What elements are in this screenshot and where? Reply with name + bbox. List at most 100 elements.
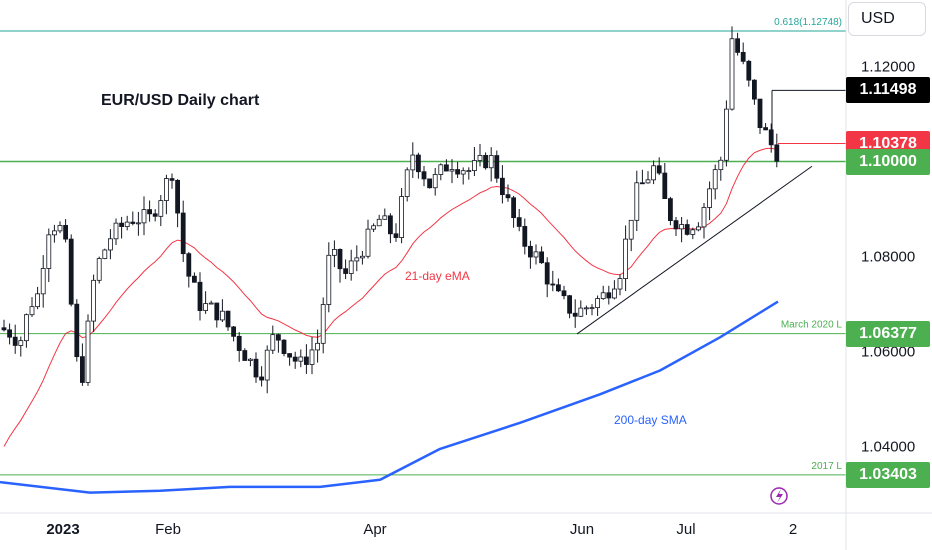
candle-body xyxy=(393,233,399,238)
candle-body xyxy=(80,356,85,383)
candle-body xyxy=(63,225,68,240)
candle-body xyxy=(214,302,220,321)
candle-body xyxy=(68,238,74,305)
candle-body xyxy=(35,293,40,308)
x-tick-label: 2 xyxy=(789,521,797,538)
candle-body xyxy=(376,218,382,227)
candle-body xyxy=(668,198,673,222)
candle-body xyxy=(365,228,371,257)
candle-body xyxy=(690,229,696,235)
candle-body xyxy=(623,238,628,279)
candle-body xyxy=(130,221,136,224)
candle-body xyxy=(561,290,567,297)
candle-body xyxy=(74,303,80,358)
candle-body xyxy=(696,226,701,231)
candle-body xyxy=(108,238,113,251)
candle-body xyxy=(259,376,265,381)
level-label: 2017 L xyxy=(811,461,842,472)
candle-body xyxy=(119,222,124,227)
candle-body xyxy=(91,279,96,322)
sma-label: 200-day SMA xyxy=(614,413,687,427)
candle-body xyxy=(499,177,505,196)
candle-body xyxy=(640,182,645,185)
candle-body xyxy=(303,356,309,365)
candle-body xyxy=(455,169,461,175)
candle-body xyxy=(52,230,57,236)
ema-21-line xyxy=(3,147,777,447)
candle-body xyxy=(298,356,304,362)
candle-body xyxy=(158,200,164,217)
candle-body xyxy=(1,327,7,331)
candle-body xyxy=(197,281,203,311)
candle-body xyxy=(505,194,511,199)
candle-body xyxy=(225,310,231,328)
candle-body xyxy=(528,245,533,258)
candle-body xyxy=(617,278,623,290)
candle-body xyxy=(169,178,175,181)
candle-body xyxy=(203,303,209,311)
candle-body xyxy=(275,334,281,341)
x-tick-label: Feb xyxy=(155,521,181,538)
candle-body xyxy=(292,356,298,362)
candle-body xyxy=(29,306,35,316)
candle-body xyxy=(382,215,388,220)
price-badge: 1.10000 xyxy=(846,148,930,175)
candle-body xyxy=(651,165,656,181)
candle-body xyxy=(679,224,684,230)
candle-body xyxy=(752,79,757,100)
candle-body xyxy=(684,224,690,235)
candle-body xyxy=(175,179,181,214)
candle-body xyxy=(673,220,679,230)
candle-body xyxy=(96,258,102,281)
candle-body xyxy=(494,155,500,179)
candle-body xyxy=(427,178,433,189)
currency-selector[interactable]: USD xyxy=(848,2,926,36)
candle-body xyxy=(449,169,455,172)
lightning-icon[interactable] xyxy=(770,487,788,505)
candle-body xyxy=(740,51,746,62)
candle-body xyxy=(606,292,612,299)
candle-body xyxy=(208,302,214,305)
level-label: 0.618(1.12748) xyxy=(774,17,842,28)
candle-body xyxy=(533,251,539,258)
candle-body xyxy=(337,249,343,270)
candle-body xyxy=(247,358,253,361)
candle-body xyxy=(331,249,337,256)
candle-body xyxy=(410,154,416,171)
candle-body xyxy=(729,38,735,110)
candle-body xyxy=(466,170,472,172)
y-tick-label: 1.12000 xyxy=(861,59,915,76)
candle-body xyxy=(443,164,449,172)
candle-body xyxy=(768,129,774,146)
candle-body xyxy=(387,215,393,235)
chart-title: EUR/USD Daily chart xyxy=(101,92,260,109)
candle-body xyxy=(180,212,186,255)
candle-body xyxy=(359,255,365,259)
candle-body xyxy=(40,268,46,295)
candle-body xyxy=(567,295,572,314)
price-badge: 1.06377 xyxy=(846,320,930,347)
candle-body xyxy=(584,307,589,310)
candle-body xyxy=(147,209,153,215)
candle-body xyxy=(589,307,595,310)
candle-body xyxy=(438,164,444,175)
level-label: March 2020 L xyxy=(781,320,843,331)
candle-body xyxy=(231,326,237,337)
candle-body xyxy=(18,340,24,346)
candle-body xyxy=(191,275,197,283)
candle-body xyxy=(315,342,321,351)
candle-body xyxy=(774,144,780,162)
candle-body xyxy=(578,307,584,317)
candle-body xyxy=(746,60,752,81)
candle-body xyxy=(320,304,326,344)
y-tick-label: 1.04000 xyxy=(861,439,915,456)
candle-body xyxy=(718,159,724,171)
candle-body xyxy=(634,182,640,221)
candle-body xyxy=(763,127,768,131)
candle-body xyxy=(735,38,740,53)
candle-body xyxy=(141,209,147,224)
candle-body xyxy=(701,207,707,228)
candle-body xyxy=(46,234,52,269)
candle-body xyxy=(645,179,651,184)
candle-body xyxy=(550,283,556,286)
